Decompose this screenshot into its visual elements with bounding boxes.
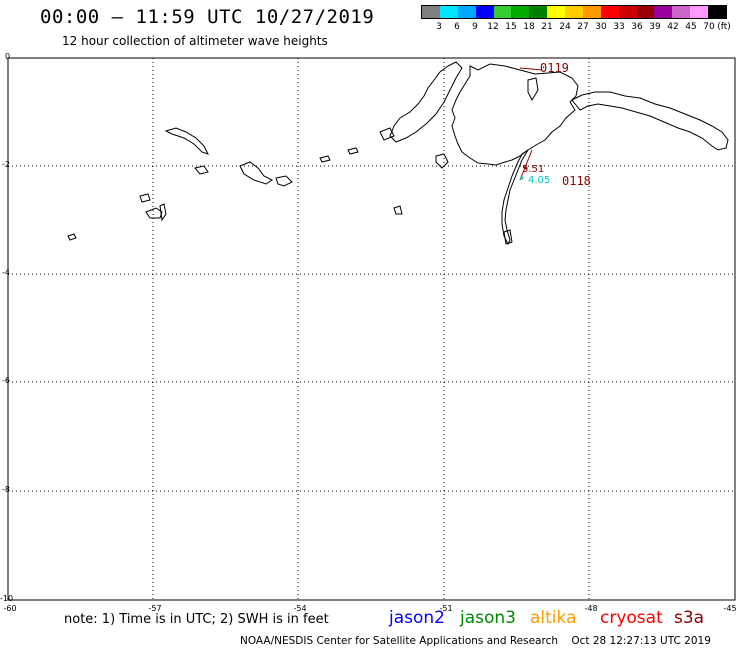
pass-label-0119: 0119 xyxy=(540,61,569,75)
legend-tick-label: 33 xyxy=(613,22,625,32)
coastline-island-9 xyxy=(319,155,331,163)
legend-tick-label: 12 xyxy=(487,22,499,32)
gridlines xyxy=(8,58,735,600)
legend-tick-label: 6 xyxy=(454,22,460,32)
x-tick-label: -60 xyxy=(3,604,17,613)
coastline-island-8 xyxy=(67,233,77,241)
plot-frame xyxy=(7,57,736,601)
legend-tick-label: 27 xyxy=(577,22,589,32)
legend-swatch xyxy=(654,6,673,18)
coastline-island-15 xyxy=(503,229,513,245)
map-title: 00:00 — 11:59 UTC 10/27/2019 xyxy=(40,6,375,28)
satellite-jason2: jason2 xyxy=(389,608,445,628)
y-tick-label: -10 xyxy=(0,594,14,603)
legend-swatch xyxy=(529,6,548,18)
legend-swatch xyxy=(457,6,476,18)
legend-swatch xyxy=(493,6,512,18)
legend-swatch xyxy=(708,6,726,18)
coastline-island-2 xyxy=(239,161,273,185)
swh-value-label-2: 4.05 xyxy=(528,175,551,186)
legend-swatch xyxy=(672,6,691,18)
x-tick-label: -48 xyxy=(584,604,598,613)
pass-track-0118 xyxy=(519,149,533,181)
legend-swatch xyxy=(565,6,583,18)
legend-tick-label: 24 xyxy=(559,22,571,32)
y-tick-label: -6 xyxy=(2,376,10,385)
credit-line: NOAA/NESDIS Center for Satellite Applica… xyxy=(240,635,711,647)
legend-labels: 3 6 9 12 15 18 21 24 27 30 33 36 39 42 45 70 (ft) xyxy=(421,22,733,34)
legend-swatch xyxy=(547,6,565,18)
coastline-main-landmass xyxy=(451,63,579,166)
legend-tick-label: 30 xyxy=(595,22,607,32)
legend-tick-label: 21 xyxy=(541,22,553,32)
legend-tick-label: 39 xyxy=(649,22,661,32)
y-tick-label: -4 xyxy=(2,268,10,277)
coastlines xyxy=(67,61,729,246)
legend-tick-label: 9 xyxy=(472,22,478,32)
legend-swatch xyxy=(690,6,708,18)
legend-color-bar xyxy=(421,5,727,19)
satellite-jason3: jason3 xyxy=(460,608,516,628)
coastline-south-spur xyxy=(501,149,529,246)
x-tick-label: -51 xyxy=(439,604,453,613)
legend-swatch xyxy=(475,6,494,18)
legend-swatch xyxy=(511,6,530,18)
legend-swatch xyxy=(600,6,619,18)
swh-point-2 xyxy=(520,176,524,180)
coastline-island-11 xyxy=(393,205,403,215)
coastline-island-6 xyxy=(145,207,163,219)
legend-swatch xyxy=(618,6,637,18)
satellite-cryosat: cryosat xyxy=(600,608,663,628)
legend-tick-label: 45 xyxy=(685,22,697,32)
swh-point-1 xyxy=(524,166,528,170)
coastline-island-1 xyxy=(164,127,209,155)
satellite-tracks xyxy=(519,67,543,181)
color-legend: 3 6 9 12 15 18 21 24 27 30 33 36 39 42 45 70 (ft) xyxy=(421,5,733,35)
legend-tick-label: 36 xyxy=(631,22,643,32)
footer-note: note: 1) Time is in UTC; 2) SWH is in fe… xyxy=(64,612,329,627)
coastline-west-archipelago xyxy=(389,61,463,143)
coastline-island-12 xyxy=(435,153,449,169)
legend-unit-label: (ft) xyxy=(717,22,731,32)
coastline-island-7 xyxy=(159,203,167,222)
y-tick-label: 0 xyxy=(5,52,11,61)
coastline-island-3 xyxy=(275,175,293,187)
x-tick-label: -45 xyxy=(723,604,737,613)
coastline-island-14 xyxy=(379,127,395,141)
coastline-east-arm xyxy=(571,91,729,151)
y-tick-label: -8 xyxy=(2,485,10,494)
pass-track-0119 xyxy=(519,67,543,71)
swh-value-label-1: 5.51 xyxy=(522,164,545,175)
coastline-island-4 xyxy=(194,165,209,175)
map-subtitle: 12 hour collection of altimeter wave hei… xyxy=(62,34,328,48)
satellite-s3a: s3a xyxy=(674,608,705,628)
y-tick-label: -2 xyxy=(2,160,10,169)
legend-tick-label: 15 xyxy=(505,22,517,32)
legend-swatch xyxy=(582,6,601,18)
legend-tick-label: 42 xyxy=(667,22,679,32)
x-tick-label: -57 xyxy=(148,604,162,613)
legend-tick-label: 18 xyxy=(523,22,535,32)
legend-tick-label: 70 xyxy=(703,22,715,32)
legend-swatch xyxy=(422,6,440,18)
satellite-altika: altika xyxy=(530,608,577,628)
legend-swatch xyxy=(439,6,458,18)
legend-tick-label: 3 xyxy=(436,22,442,32)
coastline-island-10 xyxy=(347,147,359,155)
coastline-island-13 xyxy=(527,77,539,102)
coastline-island-5 xyxy=(139,193,151,203)
pass-label-0118: 0118 xyxy=(562,174,591,188)
legend-swatch xyxy=(636,6,655,18)
x-tick-label: -54 xyxy=(293,604,307,613)
